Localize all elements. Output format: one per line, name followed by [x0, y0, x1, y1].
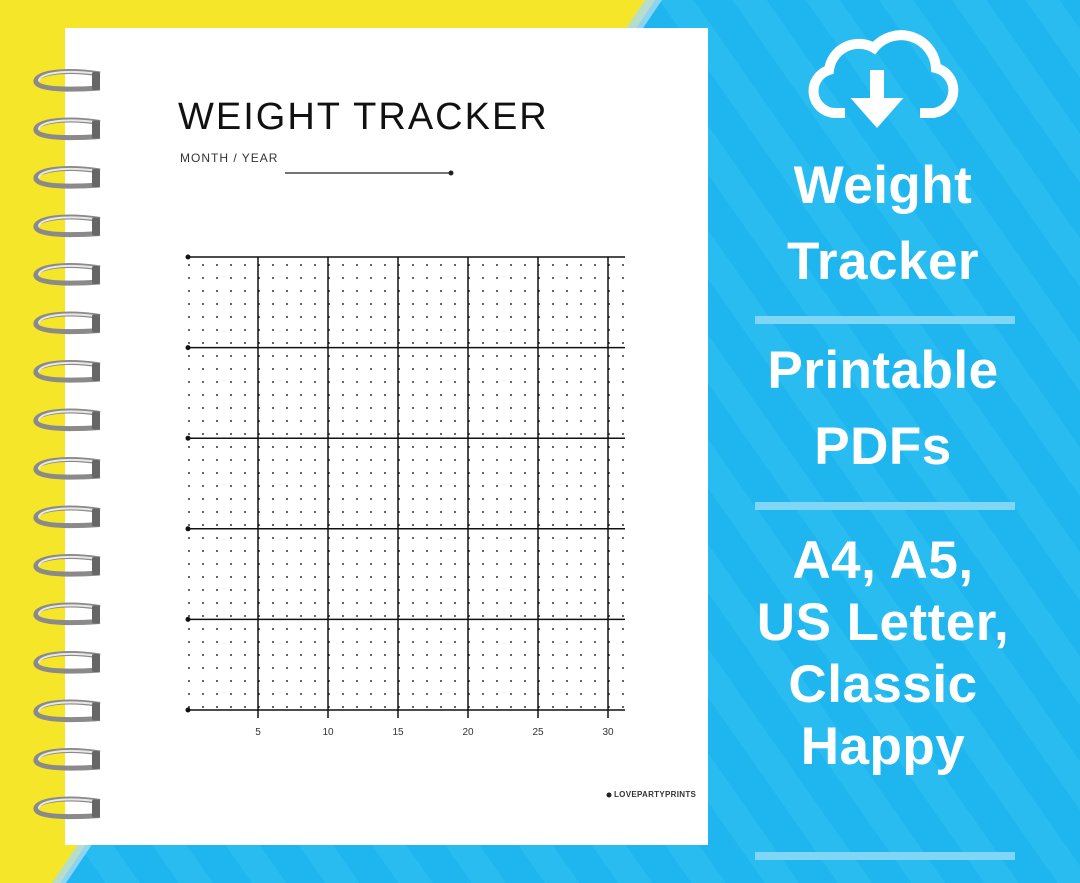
ring-shine — [38, 459, 99, 470]
ring-shine — [38, 265, 99, 276]
ring-hole — [92, 169, 100, 187]
ring-shine — [38, 313, 99, 324]
ring-hole — [92, 266, 100, 284]
panel-text: Happy — [800, 717, 966, 776]
day-label: 30 — [602, 727, 614, 738]
cloud-icon — [808, 30, 959, 129]
ring-hole — [92, 314, 100, 333]
row-dot — [185, 526, 191, 532]
ring-hole — [92, 72, 100, 90]
day-label: 10 — [322, 727, 334, 738]
spiral — [33, 69, 101, 820]
ring-shine — [38, 556, 99, 567]
dot-grid — [188, 257, 625, 710]
line-dot — [448, 170, 454, 176]
day-label: 15 — [392, 727, 404, 738]
panel-text: A4, A5, — [792, 531, 974, 590]
ring-hole — [92, 799, 100, 818]
ring-shine — [38, 71, 99, 82]
ring-shine — [38, 168, 99, 179]
ring-hole — [92, 557, 100, 575]
day-label: 25 — [532, 727, 544, 738]
ring-shine — [38, 410, 99, 421]
panel-text: Weight — [793, 156, 973, 215]
day-label: 20 — [462, 727, 474, 738]
ring-shine — [38, 750, 99, 761]
month-year-label: MONTH / YEAR — [180, 151, 279, 165]
row-dot — [185, 345, 191, 351]
grid — [185, 254, 625, 718]
tracker-title: WEIGHT TRACKER — [178, 96, 549, 138]
ring-hole — [92, 508, 100, 527]
ring-shine — [38, 119, 99, 130]
ring-shine — [38, 604, 99, 615]
brand: LOVEPARTYPRINTS — [614, 790, 697, 799]
ring-shine — [38, 653, 99, 664]
ring-hole — [92, 217, 100, 236]
ring-hole — [92, 363, 100, 381]
ring-hole — [92, 120, 100, 139]
ring-shine — [38, 798, 99, 809]
ring-shine — [38, 362, 99, 373]
brand-dot — [606, 792, 612, 798]
panel-text: Classic — [788, 655, 978, 714]
ring-hole — [92, 605, 100, 624]
panel-text: US Letter, — [756, 593, 1010, 652]
ring-hole — [92, 654, 100, 672]
ring-hole — [92, 702, 100, 721]
row-dot — [185, 435, 191, 441]
ring-hole — [92, 751, 100, 769]
row-dot — [185, 616, 191, 622]
panel-text: PDFs — [814, 417, 952, 476]
divider — [755, 316, 1015, 324]
panel-text: Tracker — [786, 232, 980, 291]
ring-shine — [38, 507, 99, 518]
row-dot — [185, 254, 191, 260]
divider — [755, 502, 1015, 510]
row-dot — [185, 707, 191, 713]
ring-shine — [38, 701, 99, 712]
ring-shine — [38, 216, 99, 227]
dividers — [755, 316, 1015, 860]
panel-text: Printable — [767, 341, 999, 400]
ring-hole — [92, 460, 100, 478]
ring-hole — [92, 411, 100, 430]
day-label: 5 — [255, 727, 261, 738]
divider — [755, 852, 1015, 860]
